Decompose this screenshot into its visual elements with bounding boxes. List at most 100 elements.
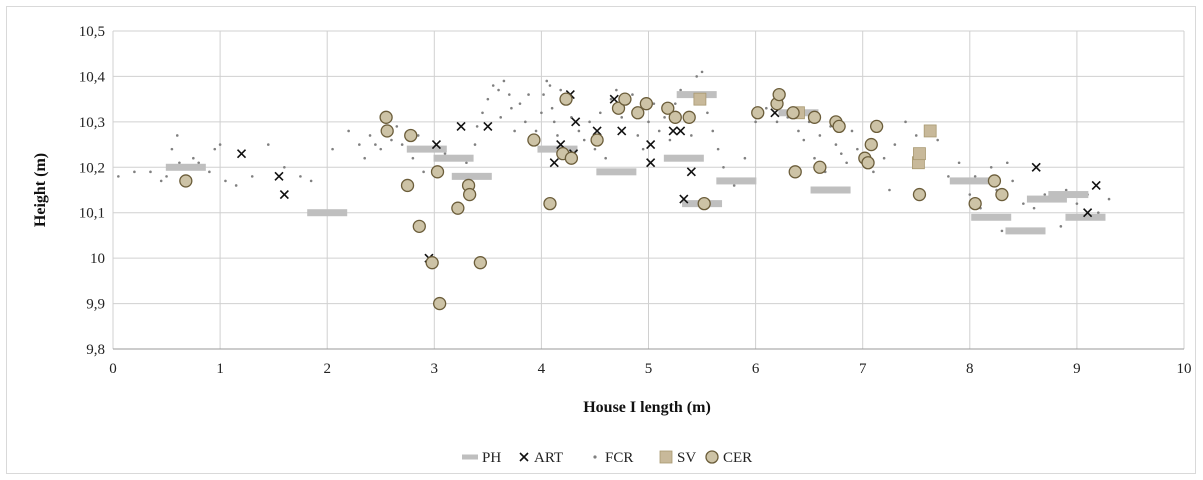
point-art <box>1031 162 1041 172</box>
point-art <box>676 126 686 136</box>
point-cer <box>661 101 675 115</box>
point-fcr <box>358 143 361 146</box>
point-art <box>483 121 493 131</box>
point-cer <box>179 174 193 188</box>
point-fcr <box>722 165 725 169</box>
point-cer <box>559 92 573 106</box>
point-fcr <box>368 134 372 137</box>
point-cer <box>543 196 557 211</box>
y-tick-label: 9,8 <box>86 342 105 358</box>
legend: PH ART FCR SV CER <box>462 450 752 466</box>
x-tick-label: 4 <box>538 361 546 377</box>
x-stroke <box>646 140 656 150</box>
point-fcr <box>331 147 334 151</box>
point-fcr <box>475 125 479 128</box>
point-fcr <box>497 88 500 92</box>
point-ph <box>1005 227 1046 235</box>
point-fcr <box>502 79 506 83</box>
point-cer <box>631 106 645 120</box>
point-fcr <box>850 129 854 133</box>
point-art <box>549 158 559 168</box>
point-ph <box>307 209 348 217</box>
point-cer <box>788 165 802 179</box>
legend-label: CER <box>723 450 752 466</box>
point-fcr <box>706 111 709 115</box>
point-fcr <box>732 184 736 187</box>
x-stroke <box>556 140 566 150</box>
point-fcr <box>765 106 768 110</box>
point-fcr <box>1011 179 1014 183</box>
point-art <box>646 158 656 168</box>
point-fcr <box>443 152 447 155</box>
point-fcr <box>904 120 907 124</box>
x-tick-label: 1 <box>216 361 224 377</box>
point-cer <box>400 178 415 193</box>
x-stroke <box>1091 180 1101 191</box>
point-fcr <box>872 170 875 174</box>
point-cer <box>527 133 541 147</box>
point-fcr <box>486 97 490 101</box>
x-stroke <box>1031 162 1041 172</box>
point-fcr <box>379 147 383 151</box>
point-ph <box>165 163 206 171</box>
series-fcr <box>117 70 1111 233</box>
point-ph <box>1048 191 1089 199</box>
point-fcr <box>374 143 377 146</box>
x-stroke <box>609 94 619 104</box>
point-fcr <box>499 116 503 119</box>
point-fcr <box>647 120 650 124</box>
point-fcr <box>711 129 715 133</box>
point-fcr <box>947 175 950 178</box>
point-fcr <box>465 161 468 165</box>
point-fcr <box>599 111 602 115</box>
point-fcr <box>893 143 897 146</box>
x-stroke <box>592 126 602 136</box>
point-cer <box>987 174 1002 188</box>
point-cer <box>864 137 878 152</box>
point-fcr <box>1032 206 1036 210</box>
y-tick-label: 9,9 <box>86 297 105 313</box>
point-art <box>274 171 284 181</box>
point-fcr <box>556 134 559 137</box>
point-fcr <box>1000 229 1004 233</box>
point-fcr <box>192 156 195 160</box>
point-fcr <box>577 129 581 133</box>
point-fcr <box>663 116 666 119</box>
point-fcr <box>652 102 656 105</box>
point-fcr <box>507 93 511 96</box>
point-cer <box>412 219 426 233</box>
y-tick-label: 10,4 <box>79 69 106 85</box>
point-fcr <box>178 161 181 165</box>
point-art <box>679 194 689 204</box>
x-stroke <box>236 149 247 159</box>
point-fcr <box>968 193 972 196</box>
point-art <box>456 121 466 131</box>
point-fcr <box>641 147 645 151</box>
point-fcr <box>716 147 720 151</box>
legend-entry-ph: PH <box>462 450 501 466</box>
gridlines <box>112 30 1185 350</box>
legend-entry-fcr: FCR <box>593 450 633 466</box>
x-tick-label: 3 <box>431 361 439 377</box>
point-fcr <box>309 179 313 183</box>
chart-frame <box>6 6 1196 474</box>
point-fcr <box>695 75 698 78</box>
point-fcr <box>888 188 891 192</box>
point-fcr <box>149 170 152 174</box>
x-stroke <box>668 126 678 136</box>
point-cer <box>564 151 579 165</box>
point-fcr <box>552 120 556 124</box>
point-fcr <box>133 170 136 174</box>
point-cer <box>786 106 800 120</box>
point-fcr <box>1097 211 1100 215</box>
point-fcr <box>818 134 822 137</box>
point-fcr <box>250 175 254 178</box>
x-tick-label: 9 <box>1073 361 1081 377</box>
point-fcr <box>524 120 527 124</box>
point-fcr <box>197 161 200 165</box>
point-fcr <box>743 156 747 160</box>
point-ph <box>716 177 757 185</box>
point-fcr <box>1059 225 1063 228</box>
legend-entry-cer: CER <box>705 450 752 466</box>
point-fcr <box>283 165 286 169</box>
